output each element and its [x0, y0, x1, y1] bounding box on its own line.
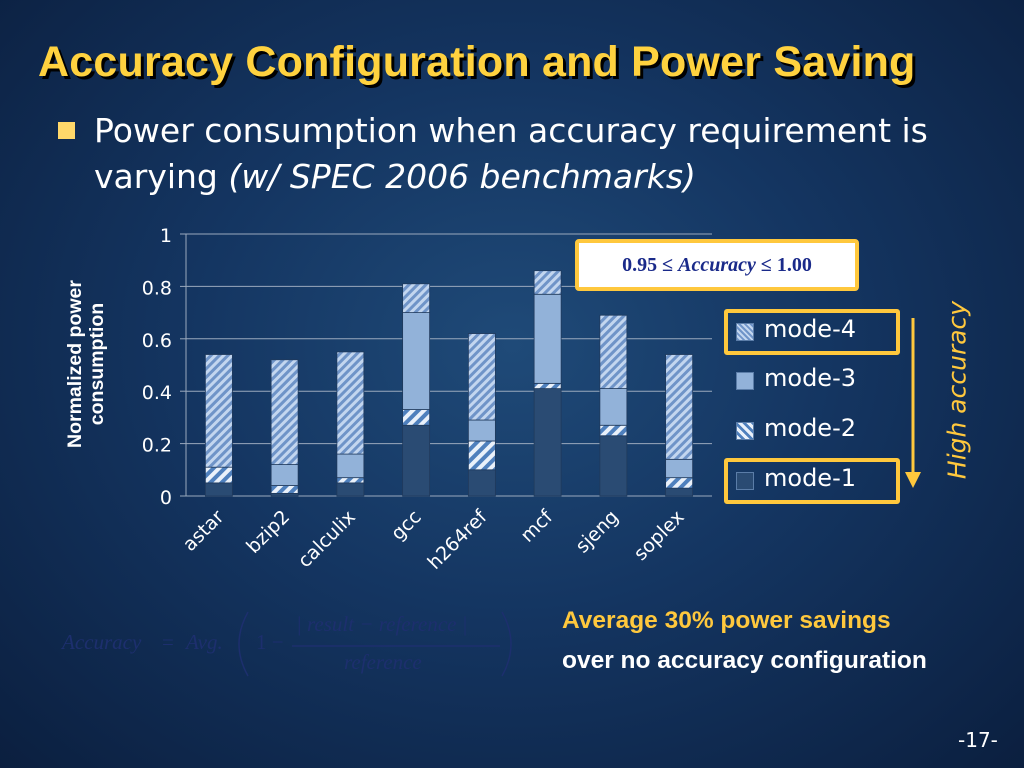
bar-segment-mode-2-h264ref [467, 440, 496, 471]
bar-segment-mode-3-soplex [665, 458, 694, 479]
legend-item-mode-2: mode-2 [724, 408, 900, 454]
bar-segment-mode-2-gcc [402, 409, 431, 426]
accuracy-prefix: 0.95 ≤ [622, 254, 679, 276]
x-tick-label-mcf: mcf [516, 505, 558, 547]
formula-one-minus: 1 − [256, 630, 284, 654]
legend-swatch-mode-2 [736, 422, 754, 440]
legend-label-mode-1: mode-1 [764, 464, 856, 492]
legend-label-mode-4: mode-4 [764, 315, 856, 343]
bar-segment-mode-1-soplex [665, 487, 694, 497]
accuracy-suffix: ≤ 1.00 [755, 254, 812, 276]
bar-segment-mode-1-gcc [402, 424, 431, 497]
legend-item-mode-4: mode-4 [724, 309, 900, 355]
accuracy-word: Accuracy [678, 254, 756, 276]
bar-segment-mode-4-bzip2 [270, 359, 299, 465]
bullet-text: Power consumption when accuracy requirem… [94, 108, 1014, 200]
bar-segment-mode-1-mcf [533, 388, 562, 497]
formula-eq: = [162, 630, 174, 654]
bar-segment-mode-4-sjeng [599, 314, 628, 389]
bar-segment-mode-4-soplex [665, 354, 694, 460]
bar-segment-mode-1-h264ref [467, 469, 496, 497]
x-tick-label-sjeng: sjeng [571, 506, 623, 558]
bar-segment-mode-3-mcf [533, 293, 562, 384]
legend-item-mode-1: mode-1 [724, 458, 900, 504]
page-number: -17- [958, 728, 998, 752]
legend-label-mode-3: mode-3 [764, 364, 856, 392]
bar-segment-mode-4-calculix [336, 351, 365, 455]
legend-swatch-mode-3 [736, 372, 754, 390]
savings-note: Average 30% power savings over no accura… [562, 601, 927, 681]
down-arrow-icon [905, 318, 921, 488]
formula-denominator: reference [344, 650, 422, 674]
bar-segment-mode-2-astar [204, 466, 233, 484]
savings-note-line1: Average 30% power savings [562, 607, 891, 634]
bar-segment-mode-4-h264ref [467, 333, 496, 421]
y-tick-label: 0.4 [142, 382, 172, 404]
bars-layer [204, 270, 694, 497]
bullet-italic: (w/ SPEC 2006 benchmarks) [228, 157, 696, 196]
bar-segment-mode-1-sjeng [599, 435, 628, 497]
formula-parens [238, 611, 512, 677]
accuracy-constraint-box: 0.95 ≤ Accuracy ≤ 1.00 [575, 239, 859, 291]
bar-segment-mode-2-soplex [665, 477, 694, 489]
bullet-main: Power consumption when accuracy requirem… [94, 111, 928, 196]
formula-avg: Avg. [186, 630, 223, 654]
legend-label-mode-2: mode-2 [764, 414, 856, 442]
y-tick-label: 1 [160, 225, 172, 247]
legend-swatch-mode-1 [736, 472, 754, 490]
bar-segment-mode-3-bzip2 [270, 464, 299, 486]
slide-title: Accuracy Configuration and Power Saving [38, 38, 916, 86]
x-tick-label-gcc: gcc [387, 506, 426, 545]
legend-item-mode-3: mode-3 [724, 358, 900, 404]
bar-segment-mode-3-sjeng [599, 388, 628, 426]
bar-segment-mode-2-calculix [336, 477, 365, 484]
formula-numerator: | result − reference | [296, 612, 468, 636]
bar-segment-mode-3-calculix [336, 453, 365, 479]
x-tick-label-h264ref: h264ref [423, 505, 492, 574]
bar-segment-mode-4-mcf [533, 270, 562, 295]
bar-segment-mode-4-gcc [402, 283, 431, 313]
bar-segment-mode-1-calculix [336, 482, 365, 497]
savings-note-line2: over no accuracy configuration [562, 647, 927, 674]
bar-segment-mode-3-gcc [402, 312, 431, 410]
bar-segment-mode-3-h264ref [467, 419, 496, 442]
bar-segment-mode-2-bzip2 [270, 485, 299, 494]
bullet-square-icon [58, 122, 75, 139]
bar-segment-mode-1-astar [204, 482, 233, 497]
y-tick-label: 0.8 [142, 277, 172, 299]
x-tick-label-astar: astar [179, 506, 229, 556]
x-tick-label-calculix: calculix [294, 506, 360, 572]
bar-segment-mode-2-mcf [533, 382, 562, 389]
x-tick-label-bzip2: bzip2 [242, 506, 294, 558]
high-accuracy-label: High accuracy [942, 300, 972, 480]
legend-swatch-mode-4 [736, 323, 754, 341]
accuracy-formula: Accuracy = Avg. 1 − | result − reference… [60, 606, 530, 682]
formula-lhs: Accuracy [62, 630, 142, 654]
bar-segment-mode-2-sjeng [599, 424, 628, 437]
y-tick-label: 0.6 [142, 330, 172, 352]
bar-segment-mode-4-astar [204, 354, 233, 468]
y-tick-label: 0 [160, 487, 172, 509]
x-tick-label-soplex: soplex [630, 506, 689, 565]
y-tick-label: 0.2 [142, 435, 172, 457]
